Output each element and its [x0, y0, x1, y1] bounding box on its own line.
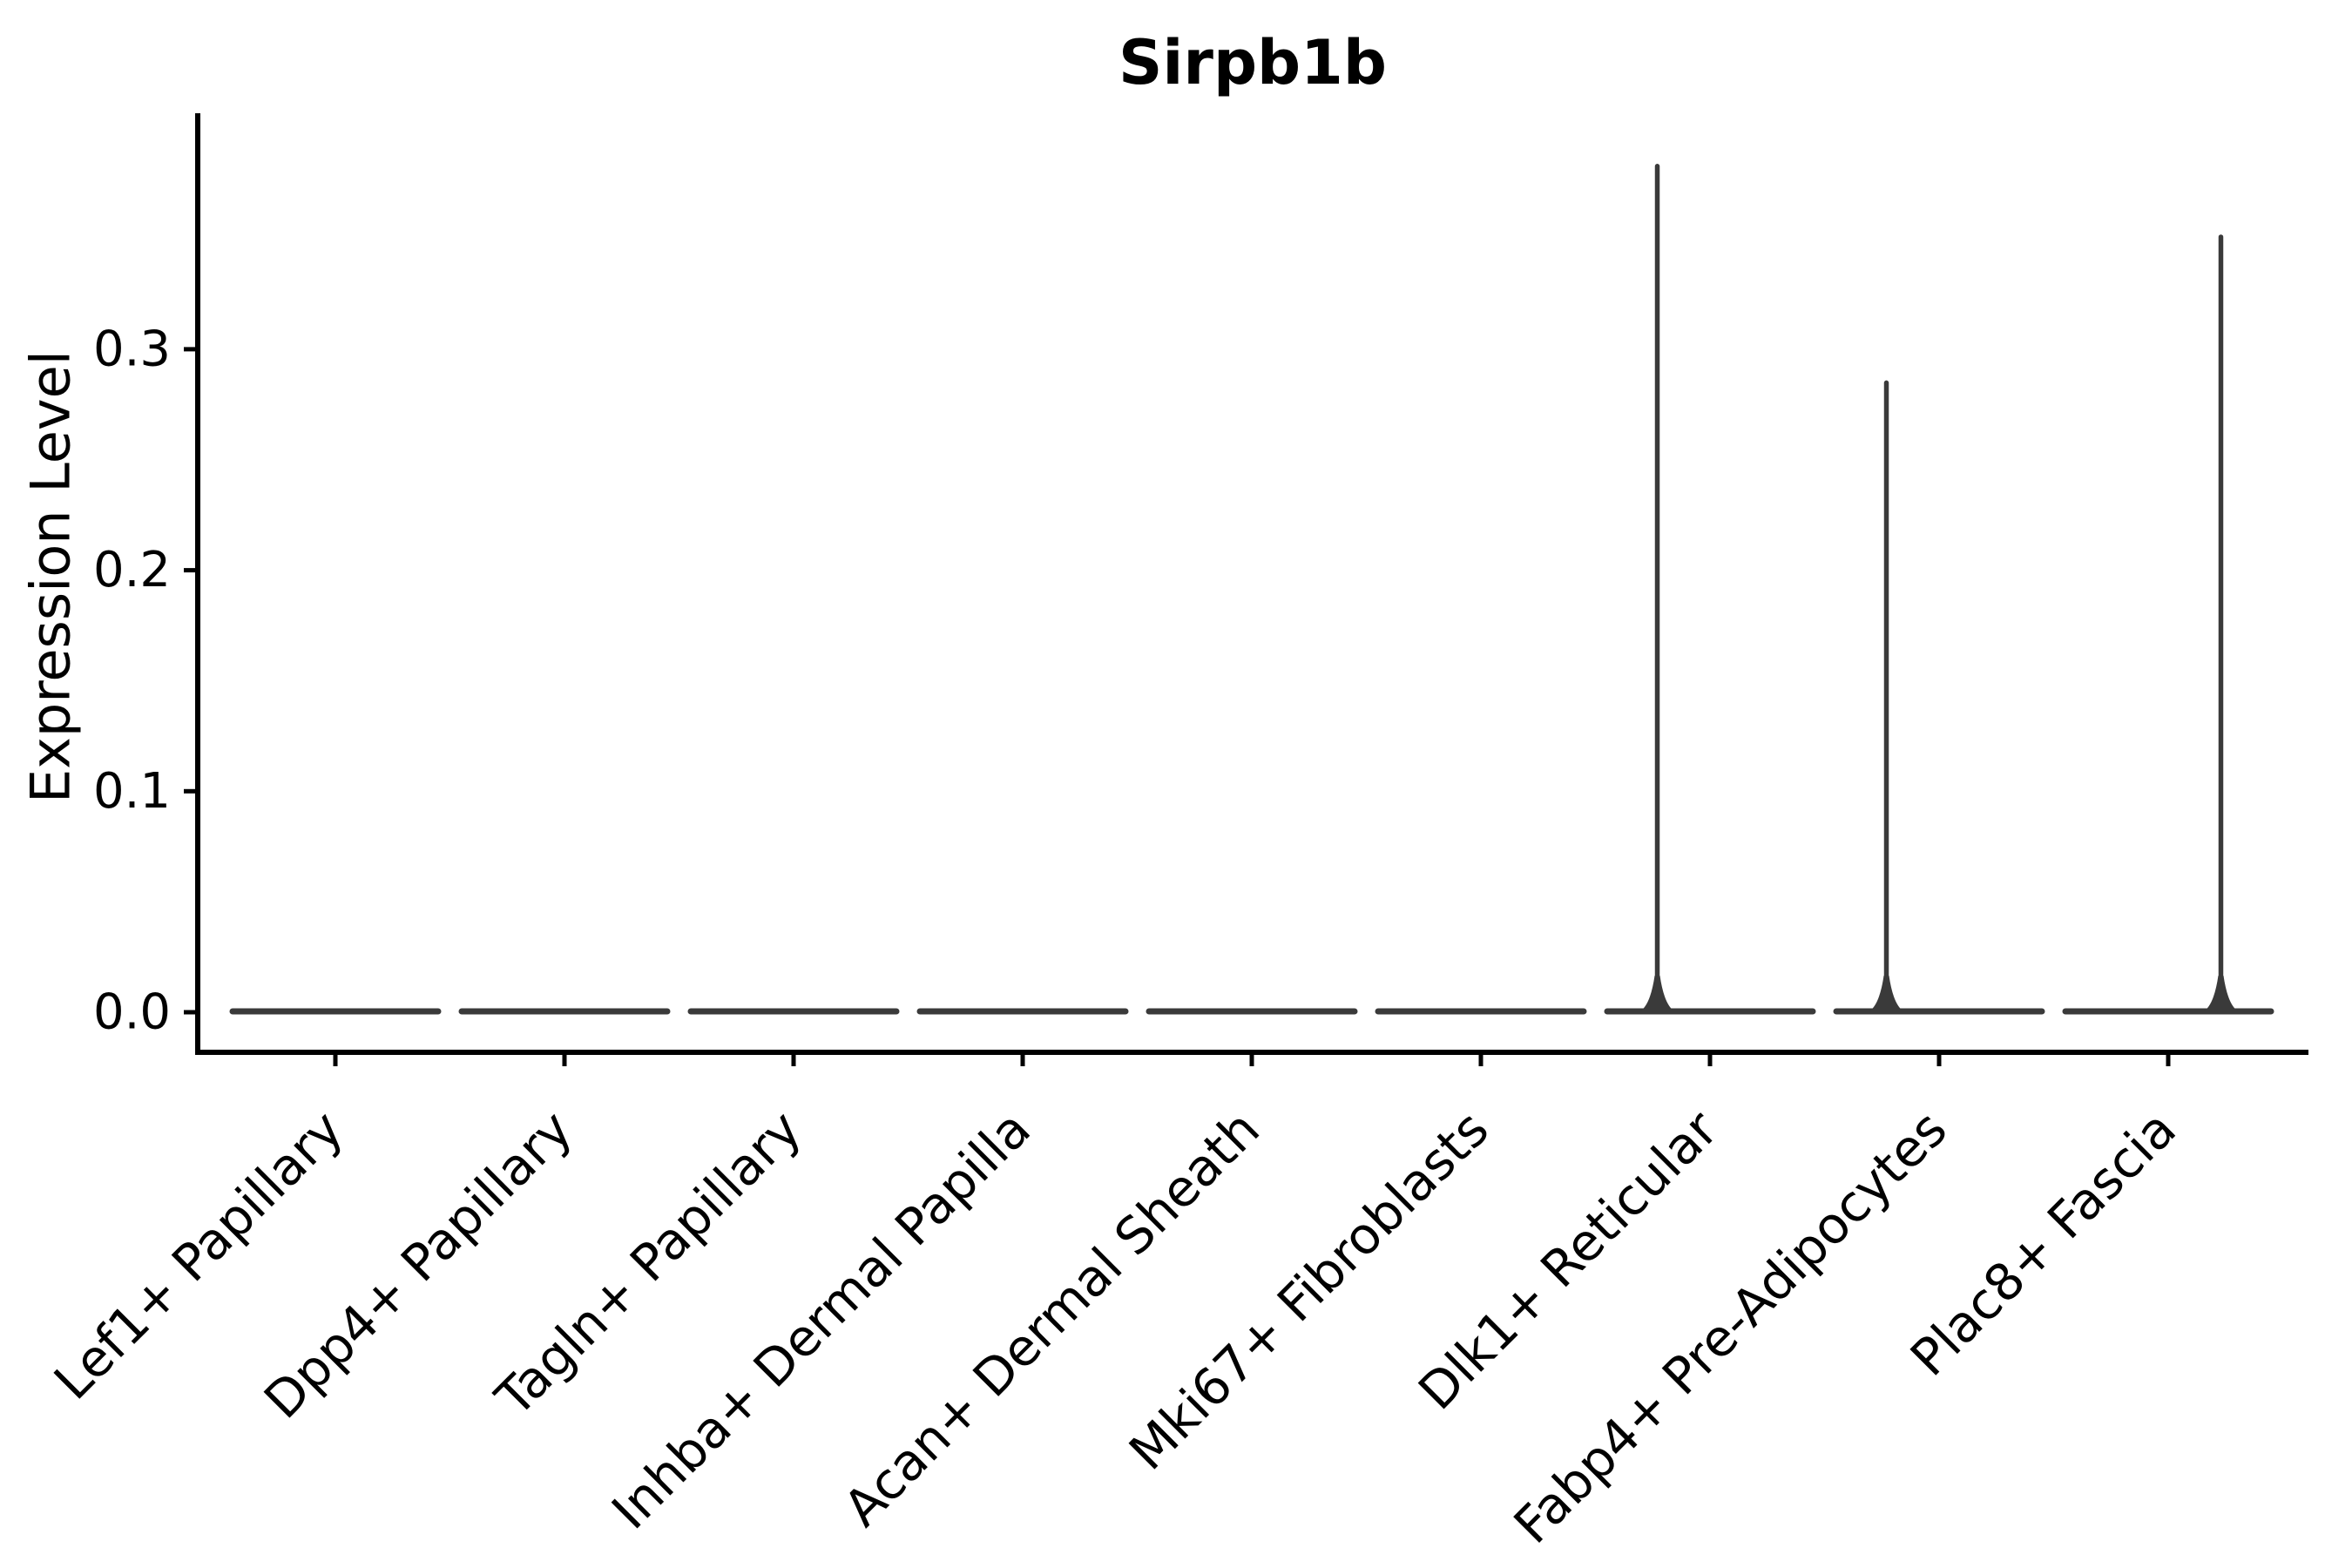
x-tick-label: Acan+ Dermal Sheath — [832, 1099, 1270, 1538]
y-tick-label: 0.3 — [93, 321, 171, 377]
y-tick-label: 0.0 — [93, 984, 171, 1041]
y-tick-label: 0.2 — [93, 542, 171, 598]
y-tick-label: 0.1 — [93, 763, 171, 820]
x-tick-label: Inhba+ Dermal Papilla — [600, 1099, 1042, 1541]
x-tick-label: Fabp4+ Pre-Adipocytes — [1503, 1099, 1958, 1555]
plot-title: Sirpb1b — [1119, 27, 1387, 98]
